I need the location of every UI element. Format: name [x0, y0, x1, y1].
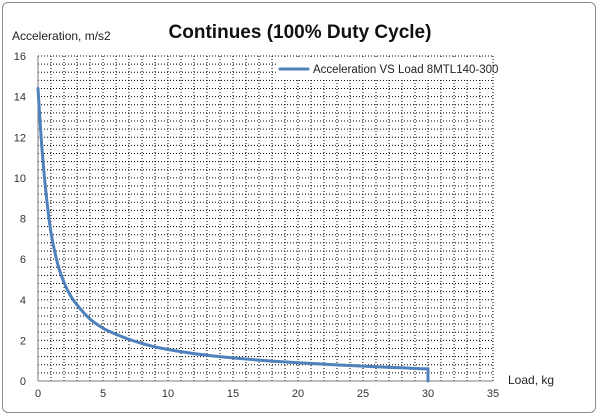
x-tick-label: 15	[227, 388, 239, 400]
data-point	[193, 352, 195, 354]
y-tick-label: 2	[20, 335, 26, 347]
data-point	[43, 177, 45, 179]
data-point	[102, 327, 104, 329]
data-point	[141, 342, 143, 344]
y-tick-label: 4	[20, 295, 26, 307]
data-point	[375, 366, 377, 368]
y-tick-label: 14	[14, 92, 26, 104]
chart-title: Continues (100% Duty Cycle)	[169, 22, 432, 43]
data-point	[349, 364, 351, 366]
data-point	[115, 333, 117, 335]
y-tick-label: 8	[20, 214, 26, 226]
data-point	[128, 338, 130, 340]
data-point	[47, 207, 49, 209]
data-point	[245, 358, 247, 360]
x-tick-label: 0	[35, 388, 41, 400]
series-line	[36, 87, 430, 383]
y-axis-label: Acceleration, m/s2	[12, 29, 111, 43]
data-point	[69, 294, 71, 296]
data-point	[271, 360, 273, 362]
x-tick-labels: 0 5 10 15 20 25 30 35	[35, 388, 499, 400]
y-tick-label: 12	[14, 132, 26, 144]
plot-area	[38, 56, 493, 381]
legend-background	[276, 58, 492, 80]
x-tick-label: 20	[292, 388, 304, 400]
data-point	[427, 368, 429, 370]
data-point	[297, 362, 299, 364]
y-tick-label: 0	[20, 376, 26, 388]
y-tick-label: 6	[20, 254, 26, 266]
data-point	[56, 262, 58, 264]
data-point	[401, 367, 403, 369]
data-point	[89, 318, 91, 320]
data-point	[37, 87, 39, 89]
x-tick-label: 25	[357, 388, 369, 400]
x-tick-label: 35	[487, 388, 499, 400]
data-point	[323, 363, 325, 365]
legend-entry: Acceleration VS Load 8MTL140-300	[313, 64, 498, 76]
data-point	[63, 281, 65, 283]
grid-lines	[37, 55, 494, 382]
x-axis-label: Load, kg	[508, 373, 554, 387]
data-point	[40, 138, 42, 140]
data-point	[219, 355, 221, 357]
x-tick-label: 10	[162, 388, 174, 400]
y-tick-label: 10	[14, 173, 26, 185]
x-tick-label: 30	[422, 388, 434, 400]
data-point	[76, 304, 78, 306]
y-tick-label: 16	[14, 51, 26, 63]
data-point	[50, 232, 52, 234]
x-tick-label: 5	[100, 388, 106, 400]
data-point	[154, 346, 156, 348]
y-tick-labels: 0 2 4 6 8 10 12 14 16	[14, 51, 26, 388]
data-point	[427, 380, 429, 382]
legend: Acceleration VS Load 8MTL140-300	[276, 58, 498, 80]
data-point	[167, 348, 169, 350]
